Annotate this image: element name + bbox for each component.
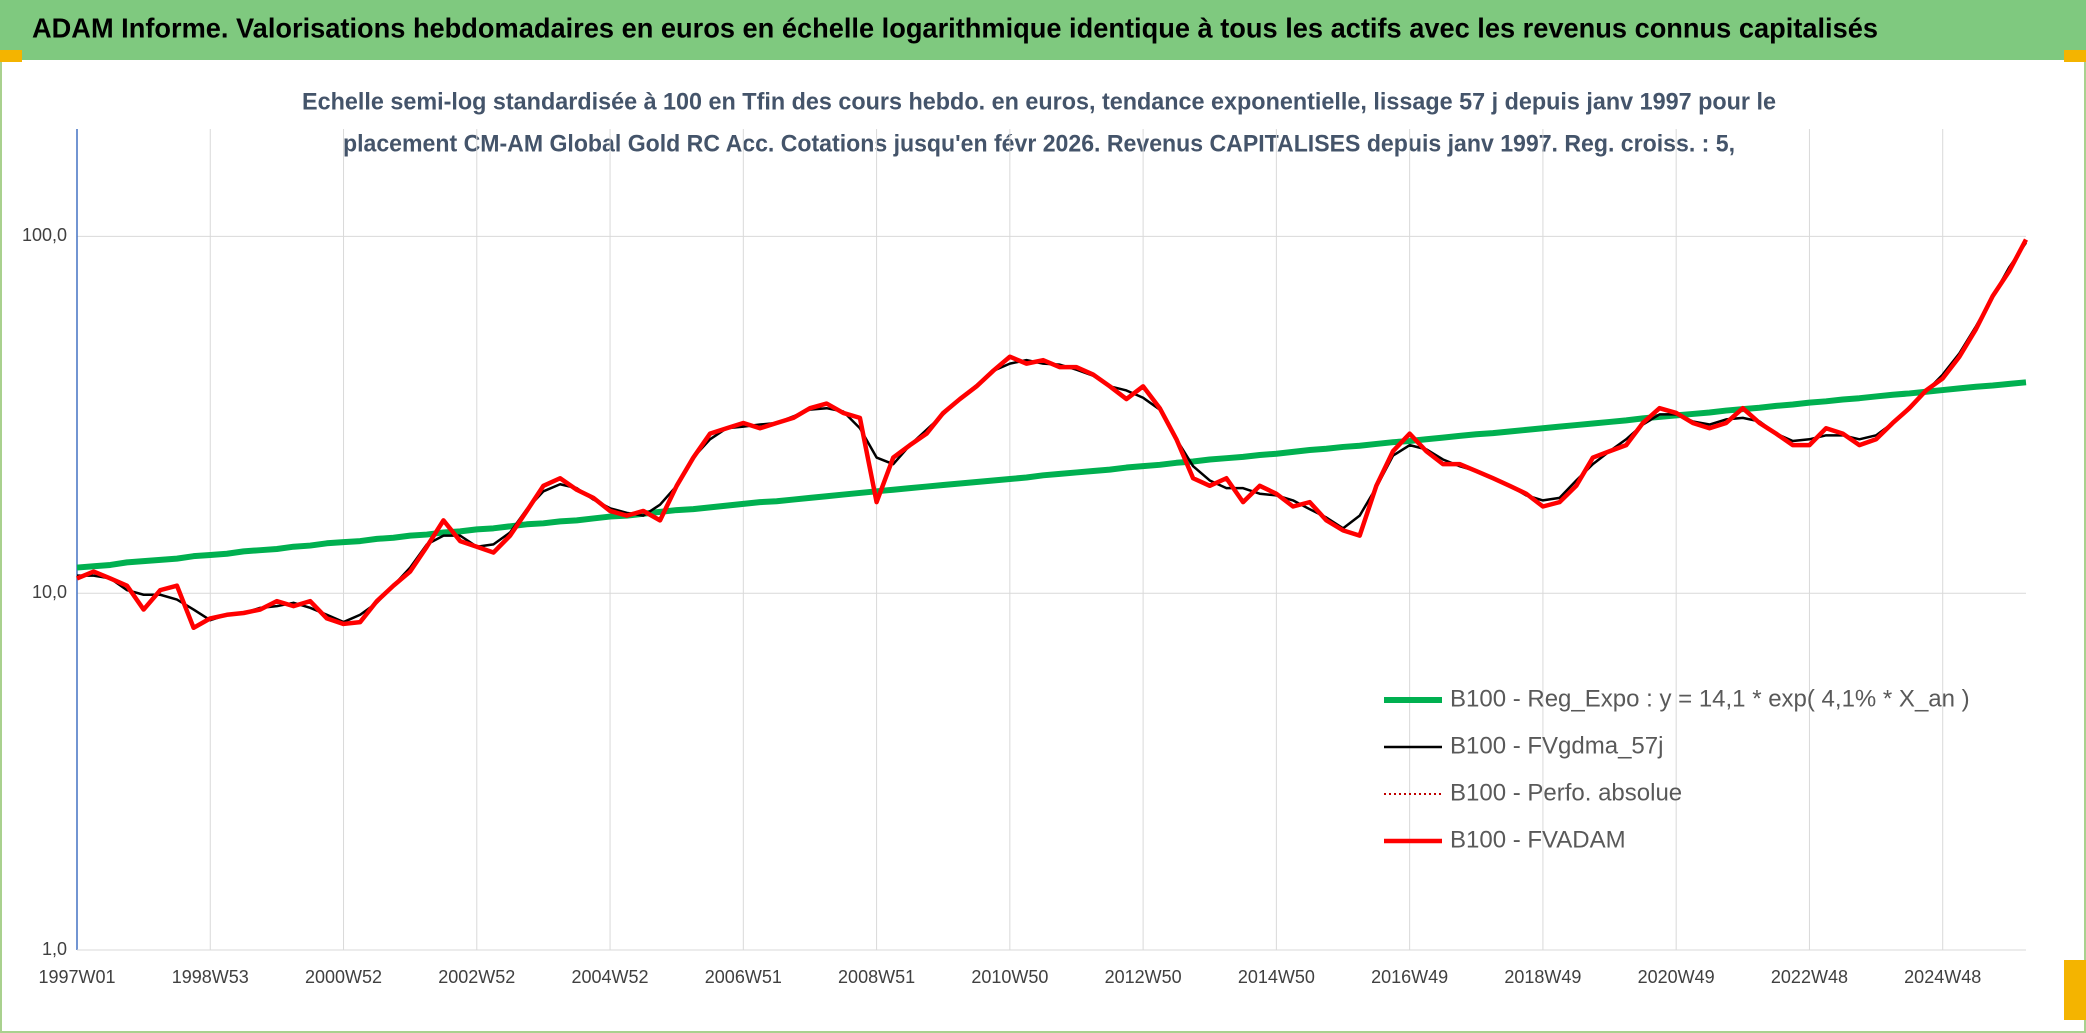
series-line bbox=[76, 379, 2027, 571]
x-tick-label: 2012W50 bbox=[1105, 967, 1182, 987]
x-tick-label: 1998W53 bbox=[172, 967, 249, 987]
x-tick-label: 2002W52 bbox=[438, 967, 515, 987]
legend-label: B100 - Reg_Expo : y = 14,1 * exp( 4,1% *… bbox=[1450, 685, 1970, 712]
title-bar bbox=[0, 0, 2086, 60]
series-line bbox=[76, 238, 2028, 631]
corner-right bbox=[2064, 50, 2086, 62]
subtitle: Echelle semi-log standardisée à 100 en T… bbox=[302, 88, 1776, 115]
legend-label: B100 - FVADAM bbox=[1450, 826, 1626, 853]
x-tick-label: 2006W51 bbox=[705, 967, 782, 987]
legend-label: B100 - Perfo. absolue bbox=[1450, 779, 1682, 806]
x-tick-label: 2022W48 bbox=[1771, 967, 1848, 987]
x-tick-label: 2018W49 bbox=[1504, 967, 1581, 987]
chart-title: ADAM Informe. Valorisations hebdomadaire… bbox=[32, 12, 1878, 43]
subtitle: placement CM-AM Global Gold RC Acc. Cota… bbox=[343, 130, 1735, 157]
x-tick-label: 2004W52 bbox=[572, 967, 649, 987]
x-tick-label: 1997W01 bbox=[38, 967, 115, 987]
corner-bottom-right bbox=[2064, 960, 2086, 1020]
x-tick-label: 2000W52 bbox=[305, 967, 382, 987]
y-tick-label: 10,0 bbox=[32, 582, 67, 602]
x-tick-label: 2020W49 bbox=[1638, 967, 1715, 987]
x-tick-label: 2014W50 bbox=[1238, 967, 1315, 987]
y-tick-label: 100,0 bbox=[22, 225, 67, 245]
x-tick-label: 2024W48 bbox=[1904, 967, 1981, 987]
x-tick-label: 2010W50 bbox=[971, 967, 1048, 987]
y-tick-label: 1,0 bbox=[42, 939, 67, 959]
x-tick-label: 2016W49 bbox=[1371, 967, 1448, 987]
legend-label: B100 - FVgdma_57j bbox=[1450, 732, 1663, 759]
x-tick-label: 2008W51 bbox=[838, 967, 915, 987]
corner-left bbox=[0, 50, 22, 62]
